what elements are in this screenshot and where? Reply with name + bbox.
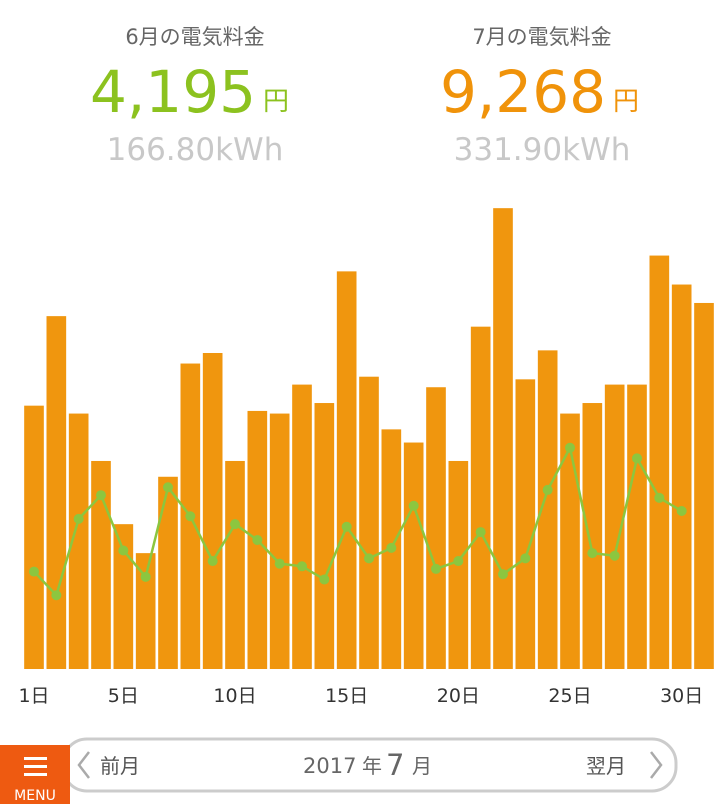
point [609, 550, 620, 561]
bar [426, 387, 446, 669]
point [252, 534, 263, 545]
point [230, 519, 240, 530]
point [632, 453, 642, 464]
usage: 331.90kWh [454, 132, 631, 168]
point [297, 561, 307, 572]
bar [604, 384, 625, 669]
menu-icon[interactable] [24, 773, 47, 776]
year: 2017 [303, 754, 356, 778]
bar [493, 208, 513, 669]
bar [671, 284, 692, 669]
bar [359, 376, 379, 669]
bar [336, 271, 357, 669]
point [140, 571, 151, 582]
usage: 166.80kWh [107, 132, 284, 168]
point [364, 553, 374, 564]
point [475, 527, 486, 538]
x-tick-label: 10日 [213, 685, 256, 707]
amount: 9,268 [440, 58, 606, 126]
point [498, 569, 508, 580]
point [73, 513, 84, 524]
menu-icon[interactable] [24, 765, 47, 768]
point [565, 442, 575, 453]
month-nav: 前月 2017 年 7 月 翌月 [61, 737, 678, 793]
point [29, 566, 39, 577]
menu-button[interactable]: MENU [0, 745, 70, 804]
bar [225, 460, 245, 669]
amount: 4,195 [90, 58, 256, 126]
point [542, 484, 553, 495]
bar [46, 316, 67, 669]
bar [24, 405, 44, 669]
month: 7 [386, 748, 404, 782]
x-tick-label: 30日 [660, 685, 703, 707]
point [51, 590, 62, 601]
x-tick-label: 20日 [437, 685, 480, 707]
x-tick-label: 15日 [325, 685, 368, 707]
point [207, 556, 218, 567]
point [386, 542, 397, 553]
point [341, 521, 352, 532]
point [185, 511, 196, 522]
bar [470, 326, 491, 669]
x-tick-label: 25日 [548, 685, 591, 707]
bar [537, 350, 558, 669]
bar [158, 476, 178, 669]
bar [135, 553, 156, 669]
amount-unit: 円 [263, 87, 289, 117]
point [587, 548, 598, 559]
point [453, 556, 464, 567]
bar [202, 353, 223, 669]
prev-month[interactable]: 前月 [100, 754, 140, 778]
point [319, 574, 330, 585]
bar [627, 384, 647, 669]
point [96, 490, 106, 501]
bar [113, 524, 134, 669]
bar [694, 302, 714, 669]
menu-label[interactable]: MENU [14, 788, 56, 804]
point [118, 545, 129, 556]
point [431, 563, 441, 574]
summary-title: 7月の電気料金 [472, 25, 611, 49]
next-month[interactable]: 翌月 [586, 754, 626, 778]
bar [314, 403, 335, 669]
point [163, 482, 173, 493]
x-tick-label: 1日 [18, 685, 49, 707]
summary-july: 7月の電気料金 9,268 円 331.90kWh [440, 25, 639, 168]
month-unit: 月 [412, 754, 432, 778]
year-unit: 年 [362, 754, 382, 778]
summary-title: 6月の電気料金 [125, 25, 264, 49]
bar [269, 413, 290, 669]
chart: 1日 5日 10日 15日 20日 25日 30日 [18, 208, 714, 707]
menu-icon[interactable] [24, 757, 47, 760]
bar [68, 413, 89, 669]
bar [515, 379, 536, 669]
next-arrow[interactable] [650, 751, 663, 779]
line [33, 444, 683, 598]
prev-arrow[interactable] [77, 751, 90, 779]
bar [582, 403, 603, 669]
amount-unit: 円 [613, 87, 639, 117]
bar [649, 255, 670, 670]
point [520, 553, 531, 564]
bar [403, 442, 424, 669]
point [274, 558, 285, 569]
point [676, 506, 687, 516]
x-tick-label: 5日 [108, 685, 139, 707]
point [408, 500, 419, 511]
point [654, 492, 665, 503]
bar [91, 460, 111, 669]
bar [292, 384, 312, 669]
bar [560, 413, 580, 669]
summary-june: 6月の電気料金 4,195 円 166.80kWh [90, 25, 289, 168]
